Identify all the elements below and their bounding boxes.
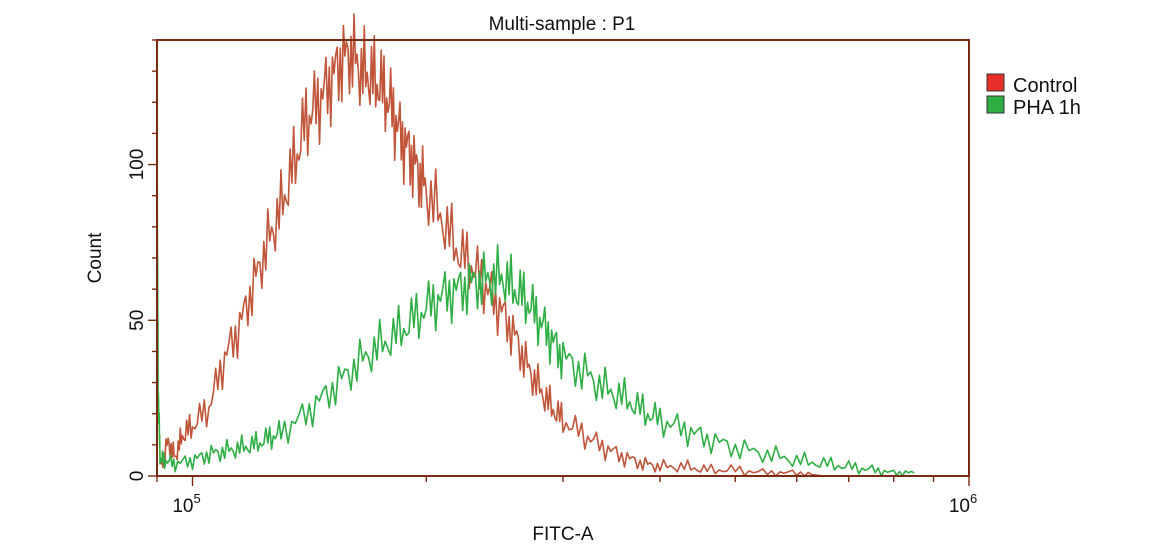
y-tick-label: 50: [127, 310, 148, 331]
legend-label-control: Control: [1013, 75, 1077, 97]
x-tick-label: 105: [172, 491, 200, 517]
ticks-layer: 0 50 100 105 106: [127, 39, 977, 517]
y-tick-label: 100: [127, 149, 148, 181]
x-tick-label: 106: [949, 491, 977, 517]
legend: Control PHA 1h: [986, 73, 1081, 119]
series-line-control: [159, 13, 849, 477]
series-line-pha-1h: [156, 139, 915, 477]
legend-item-control: Control: [986, 73, 1077, 97]
legend-swatch-pha-1h: [986, 95, 1005, 114]
legend-swatch-control: [986, 73, 1005, 92]
y-axis-label: Count: [85, 232, 106, 283]
legend-item-pha-1h: PHA 1h: [986, 95, 1081, 119]
legend-label-pha-1h: PHA 1h: [1013, 97, 1081, 119]
chart-title: Multi-sample : P1: [489, 14, 636, 35]
x-axis-label: FITC-A: [532, 524, 594, 545]
series-layer: [156, 13, 915, 477]
y-tick-label: 0: [127, 471, 148, 482]
